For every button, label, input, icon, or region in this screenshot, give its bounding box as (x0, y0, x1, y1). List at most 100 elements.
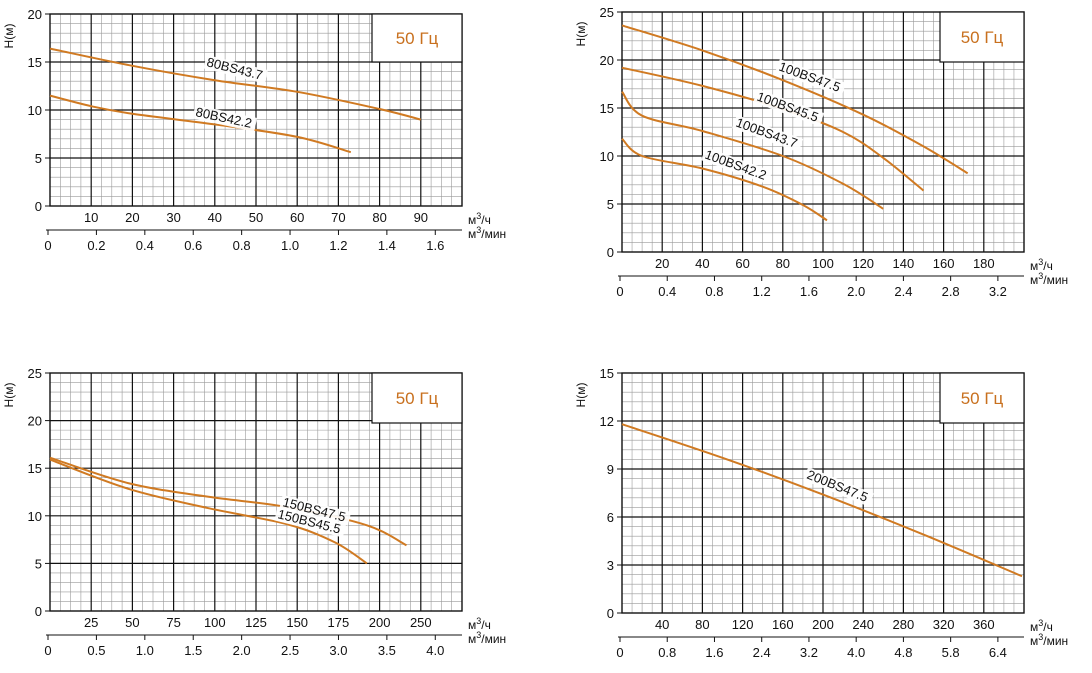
y-tick-label: 0 (607, 245, 614, 260)
x-tick-label: 200 (812, 617, 834, 632)
chart-3: 50 Гц 0 5 10 15 20 25 H(м) 25 50 75 100 125 150 175 200… (2, 366, 506, 658)
x-tick-label: 160 (933, 256, 955, 271)
x2-tick-label: 3.5 (378, 643, 396, 658)
curve-label-bg (701, 146, 773, 185)
x-tick-label: 20 (125, 210, 139, 225)
x-tick-label: 100 (812, 256, 834, 271)
y-axis-label: H(м) (2, 24, 16, 49)
y-tick-label: 25 (600, 5, 614, 20)
x2-tick-label: 4.0 (847, 645, 865, 660)
x-axis-unit: м3/ч (1030, 257, 1053, 273)
x-tick-label: 60 (290, 210, 304, 225)
x-tick-label: 175 (328, 615, 350, 630)
x2-tick-label: 2.0 (847, 284, 865, 299)
x-tick-label: 125 (245, 615, 267, 630)
x-tick-label: 240 (852, 617, 874, 632)
x2-tick-label: 3.2 (800, 645, 818, 660)
curve-label-bg (732, 114, 804, 153)
x2-tick-label: 0.8 (705, 284, 723, 299)
x-tick-label: 10 (84, 210, 98, 225)
x-tick-label: 320 (933, 617, 955, 632)
frequency-label: 50 Гц (961, 389, 1004, 408)
x2-tick-label: 0.6 (184, 238, 202, 253)
x-tick-label: 250 (410, 615, 432, 630)
x-axis-flow-minute: 0 0.2 0.4 0.6 0.8 1.0 1.2 1.4 1.6 м3/мин (44, 225, 506, 253)
x-tick-label: 200 (369, 615, 391, 630)
curve-100BS42.2 (621, 137, 828, 222)
x2-tick-label: 1.2 (753, 284, 771, 299)
y-tick-label: 0 (35, 604, 42, 619)
y-tick-label: 0 (35, 199, 42, 214)
x2-tick-label: 0.8 (233, 238, 251, 253)
x-tick-label: 140 (893, 256, 915, 271)
x2-tick-label: 1.5 (184, 643, 202, 658)
x2-tick-label: 0.2 (87, 238, 105, 253)
x-tick-label: 30 (166, 210, 180, 225)
frequency-box (371, 372, 463, 424)
curve-label-bg (203, 54, 269, 84)
x-axis-flow-hour: 20 40 60 80 100 120 140 160 180 м3/ч (655, 256, 1053, 273)
x2-tick-label: 2.8 (942, 284, 960, 299)
y-axis: 0 5 10 15 20 H(м) (2, 7, 50, 214)
x2-tick-label: 6.4 (989, 645, 1007, 660)
x2-tick-label: 2.4 (753, 645, 771, 660)
x-tick-label: 80 (695, 617, 709, 632)
x-tick-label: 180 (973, 256, 995, 271)
y-tick-label: 10 (28, 509, 42, 524)
y-tick-label: 15 (28, 461, 42, 476)
curve-label-bg (753, 88, 825, 127)
curve-label-bg (279, 494, 352, 526)
x-tick-label: 280 (893, 617, 915, 632)
x2-tick-label: 0.4 (658, 284, 676, 299)
x-tick-label: 70 (331, 210, 345, 225)
x-tick-label: 360 (973, 617, 995, 632)
x2-tick-label: 0.4 (136, 238, 154, 253)
x-axis-flow-minute: 0 0.5 1.0 1.5 2.0 2.5 3.0 3.5 4.0 м3/мин (44, 630, 506, 658)
x-tick-label: 60 (735, 256, 749, 271)
x2-axis-unit: м3/мин (1030, 632, 1068, 648)
curve-label: 100BS47.5 (777, 59, 843, 95)
x-tick-label: 120 (732, 617, 754, 632)
x-tick-label: 160 (772, 617, 794, 632)
x-axis-flow-hour: 40 80 120 160 200 240 280 320 360 м3/ч (655, 617, 1053, 634)
x2-tick-label: 0 (44, 643, 51, 658)
curve-100BS47.5 (621, 24, 969, 175)
x2-axis-unit: м3/мин (468, 225, 506, 241)
chart-4: 50 Гц 0 3 6 9 12 15 H(м) 40 80 120 160 200 240 280 320 3… (574, 366, 1068, 660)
curve-label-bg (192, 104, 258, 132)
y-axis: 0 5 10 15 20 25 H(м) (2, 366, 50, 619)
y-tick-label: 20 (600, 53, 614, 68)
x2-tick-label: 2.5 (281, 643, 299, 658)
x2-tick-label: 2.0 (233, 643, 251, 658)
x2-tick-label: 0.8 (658, 645, 676, 660)
x2-tick-label: 0 (616, 284, 623, 299)
curve-label: 100BS45.5 (755, 89, 821, 125)
y-axis: 0 3 6 9 12 15 H(м) (574, 366, 622, 621)
x-tick-label: 25 (84, 615, 98, 630)
plot-frame (49, 372, 463, 612)
curve-100BS43.7 (621, 91, 884, 210)
y-tick-label: 15 (600, 101, 614, 116)
curve-200BS47.5 (621, 423, 1023, 578)
plot-frame (621, 372, 1025, 614)
x-axis-flow-minute: 0 0.4 0.8 1.2 1.6 2.0 2.4 2.8 3.2 м3/мин (616, 271, 1068, 299)
x-tick-label: 80 (776, 256, 790, 271)
y-tick-label: 12 (600, 414, 614, 429)
x-tick-label: 20 (655, 256, 669, 271)
frequency-label: 50 Гц (396, 389, 439, 408)
x2-tick-label: 1.6 (800, 284, 818, 299)
y-tick-label: 5 (35, 556, 42, 571)
x2-tick-label: 5.8 (942, 645, 960, 660)
x2-tick-label: 0 (44, 238, 51, 253)
y-tick-label: 15 (600, 366, 614, 381)
y-tick-label: 0 (607, 606, 614, 621)
x2-tick-label: 1.0 (136, 643, 154, 658)
y-tick-label: 20 (28, 414, 42, 429)
x-tick-label: 100 (204, 615, 226, 630)
x2-tick-label: 1.2 (329, 238, 347, 253)
x-axis-flow-hour: 10 20 30 40 50 60 70 80 90 м3/ч (84, 210, 491, 227)
x-axis-unit: м3/ч (468, 616, 491, 632)
